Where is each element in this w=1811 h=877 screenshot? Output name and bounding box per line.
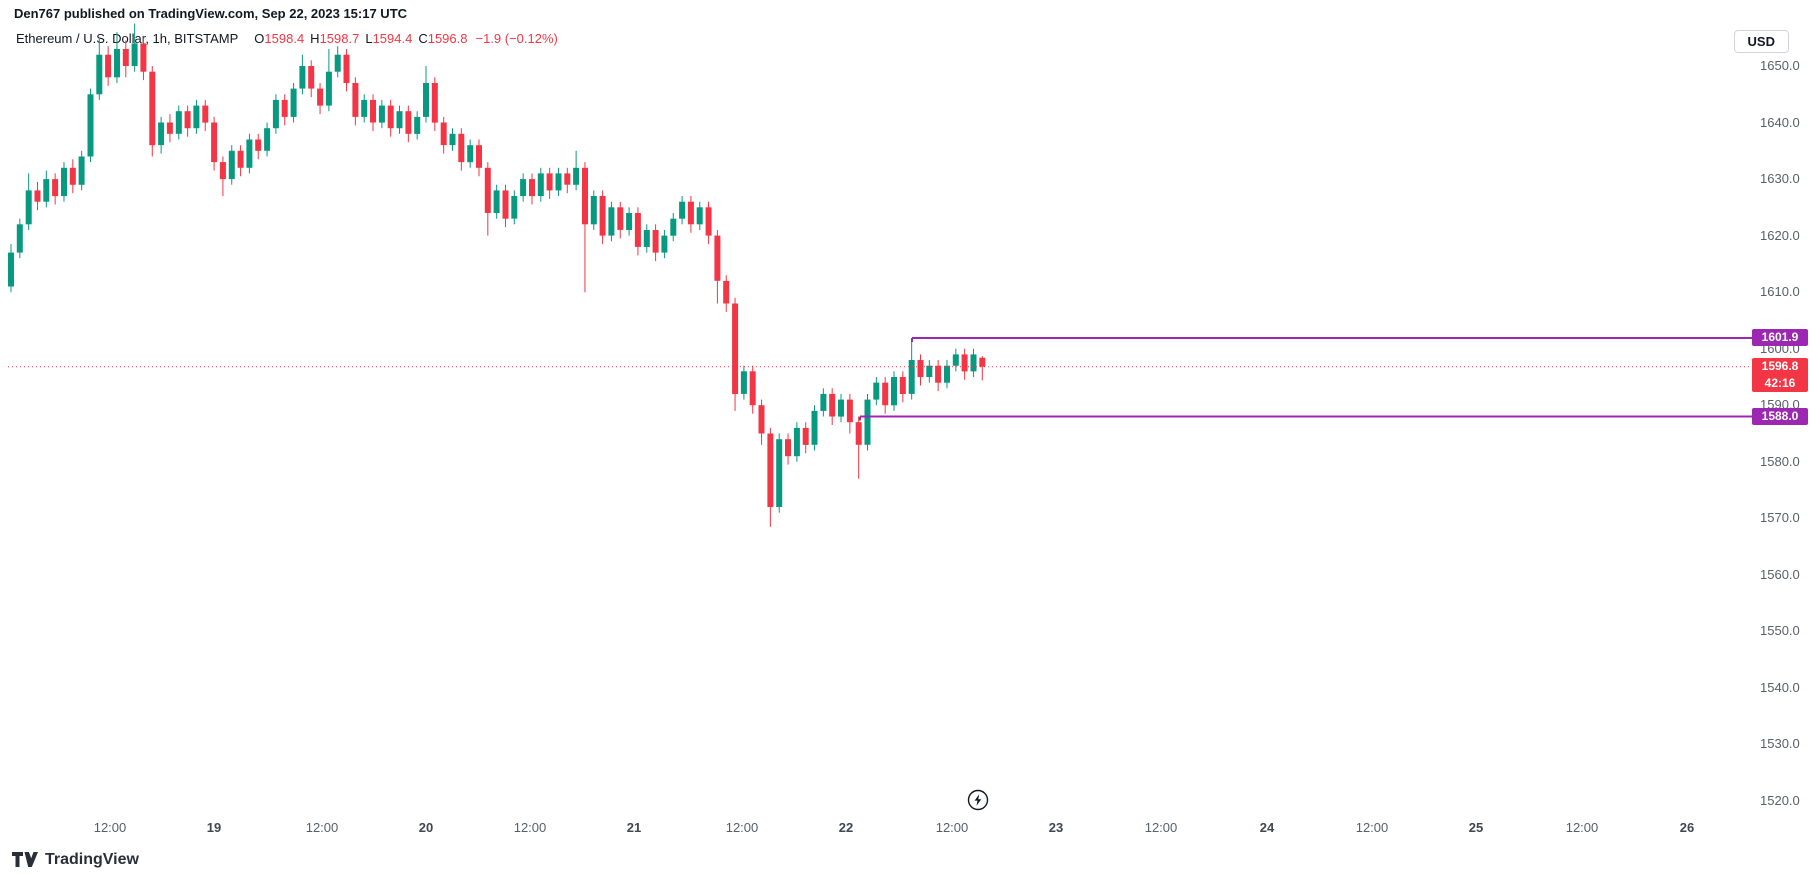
ohlc-low-label: L <box>365 31 373 46</box>
time-tick-label: 20 <box>418 820 434 835</box>
ohlc-close-value: 1596.8 <box>427 31 468 46</box>
ohlc-high-label: H <box>310 31 320 46</box>
price-tick-label: 1620.0 <box>1760 227 1800 243</box>
attribution-text: Den767 published on TradingView.com, Sep… <box>14 6 408 21</box>
price-tick-label: 1570.0 <box>1760 510 1800 526</box>
price-tick-label: 1640.0 <box>1760 114 1800 130</box>
time-tick-label: 19 <box>206 820 222 835</box>
price-tick-label: 1610.0 <box>1760 284 1800 300</box>
time-tick-label: 12:00 <box>935 820 969 835</box>
time-tick-label: 12:00 <box>1355 820 1389 835</box>
bar-countdown: 42:16 <box>1764 376 1796 391</box>
time-tick-label: 12:00 <box>93 820 127 835</box>
price-tick-label: 1540.0 <box>1760 679 1800 695</box>
ohlc-open-label: O <box>254 31 265 46</box>
price-tick-label: 1560.0 <box>1760 566 1800 582</box>
ohlc-open-value: 1598.4 <box>264 31 305 46</box>
time-tick-label: 22 <box>838 820 854 835</box>
price-tick-label: 1520.0 <box>1760 793 1800 809</box>
time-tick-label: 12:00 <box>725 820 759 835</box>
time-tick-label: 21 <box>626 820 642 835</box>
time-tick-label: 12:00 <box>1144 820 1178 835</box>
tradingview-logomark <box>12 851 38 867</box>
price-tick-label: 1550.0 <box>1760 623 1800 639</box>
tradingview-logo-text: TradingView <box>45 851 139 868</box>
time-tick-label: 24 <box>1259 820 1275 835</box>
time-tick-label: 25 <box>1468 820 1484 835</box>
change-value: −1.9 (−0.12%) <box>475 31 558 46</box>
time-tick-label: 12:00 <box>513 820 547 835</box>
symbol-title: Ethereum / U.S. Dollar, 1h, BITSTAMP <box>16 31 239 46</box>
price-line-label-lower: 1588.0 <box>1752 408 1808 426</box>
time-tick-label: 26 <box>1679 820 1695 835</box>
ohlc-low-value: 1594.4 <box>372 31 413 46</box>
time-tick-label: 23 <box>1048 820 1064 835</box>
price-tick-label: 1650.0 <box>1760 58 1800 73</box>
chart-legend: Ethereum / U.S. Dollar, 1h, BITSTAMP O159… <box>16 31 558 46</box>
ohlc-close-label: C <box>418 31 428 46</box>
current-price-value: 1596.8 <box>1761 359 1799 374</box>
price-tick-label: 1530.0 <box>1760 736 1800 752</box>
price-tick-label: 1630.0 <box>1760 171 1800 187</box>
price-line-label-upper: 1601.9 <box>1752 329 1808 347</box>
time-tick-label: 12:00 <box>305 820 339 835</box>
price-tick-label: 1580.0 <box>1760 453 1800 469</box>
ohlc-high-value: 1598.7 <box>319 31 360 46</box>
tradingview-logo[interactable]: TradingView <box>12 851 139 869</box>
lightning-bolt-icon[interactable] <box>966 788 990 812</box>
currency-badge[interactable]: USD <box>1733 30 1789 53</box>
time-tick-label: 12:00 <box>1565 820 1599 835</box>
current-price-label: 1596.8 42:16 <box>1752 358 1808 393</box>
